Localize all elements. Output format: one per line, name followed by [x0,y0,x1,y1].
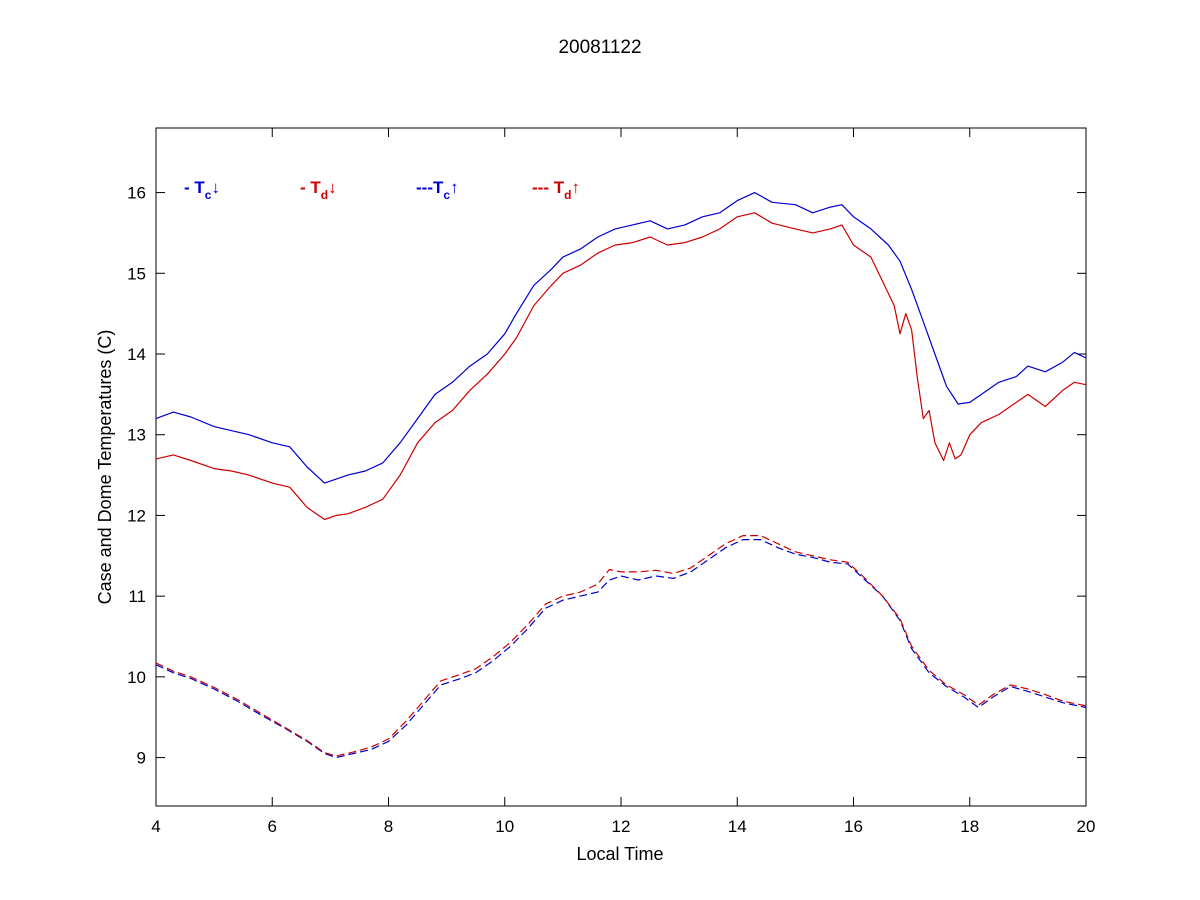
x-tick-label: 14 [728,817,747,836]
chart-title: 20081122 [558,37,641,58]
y-tick-label: 14 [127,345,146,364]
plot-area-frame [155,127,1087,807]
legend: - Tc↓ - Td↓ ---Tc↑ --- Td↑ [184,178,580,202]
y-axis-label: Case and Dome Temperatures (C) [95,330,115,605]
y-tick-label: 9 [137,749,146,768]
legend-arrow: ↓ [211,178,220,197]
legend-entry: - Tc↓ [184,178,220,202]
legend-arrow: ↑ [450,178,459,197]
legend-prefix: ---T [416,178,444,197]
legend-arrow: ↑ [571,178,580,197]
series-lines [155,192,1087,759]
x-tick-label: 6 [268,817,277,836]
legend-prefix: --- T [532,178,565,197]
y-tick-label: 12 [127,506,146,525]
series-case-temp-dashed [155,538,1087,759]
legend-subscript: d [564,188,571,202]
y-axis-ticks: 9 10 11 12 13 14 15 16 [127,184,1086,768]
y-tick-label: 15 [127,264,146,283]
legend-subscript: c [205,188,212,202]
legend-entry: ---Tc↑ [416,178,459,202]
x-tick-label: 20 [1077,817,1096,836]
series-dome-temp-dashed [155,534,1087,757]
y-tick-label: 10 [127,668,146,687]
series-case-temp-solid [155,192,1087,484]
x-axis-label: Local Time [576,844,663,864]
x-tick-label: 8 [384,817,393,836]
legend-subscript: d [321,188,328,202]
x-axis-ticks: 4 6 8 10 12 14 16 18 20 [151,128,1095,836]
y-tick-label: 13 [127,426,146,445]
y-tick-label: 11 [128,587,146,606]
x-tick-label: 10 [495,817,514,836]
legend-entry: - Td↓ [300,178,337,202]
x-tick-label: 18 [960,817,979,836]
x-tick-label: 12 [612,817,631,836]
legend-arrow: ↓ [328,178,337,197]
legend-entry: --- Td↑ [532,178,580,202]
y-tick-label: 16 [127,184,146,203]
legend-prefix: - T [184,178,205,197]
legend-prefix: - T [300,178,321,197]
x-tick-label: 4 [151,817,160,836]
series-dome-temp-solid [155,212,1087,521]
legend-subscript: c [443,188,450,202]
x-tick-label: 16 [844,817,863,836]
